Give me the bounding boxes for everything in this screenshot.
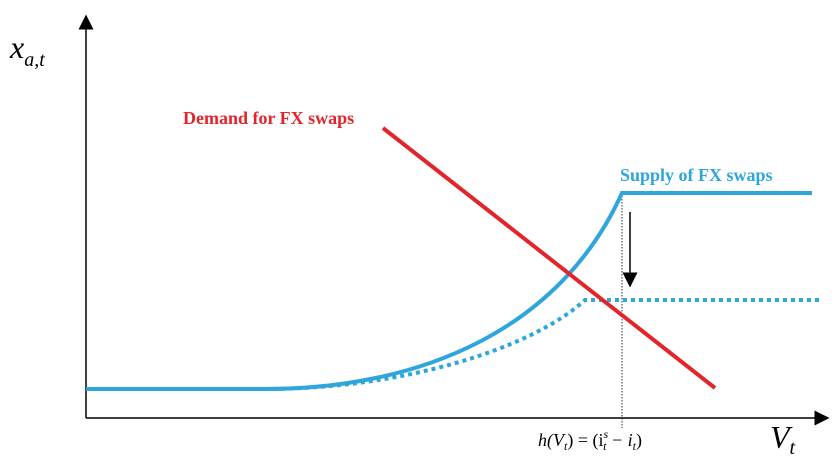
x-axis-label-base: V — [770, 419, 793, 455]
threshold-part: − i — [607, 430, 633, 450]
threshold-part: ) = (i — [567, 430, 603, 451]
demand-curve — [381, 126, 717, 390]
threshold-part: t — [564, 439, 568, 453]
threshold-part: t — [603, 439, 607, 453]
threshold-label: h(Vt) = (is t − it) — [538, 427, 642, 453]
threshold-part: s — [603, 427, 608, 441]
threshold-part: h(V — [538, 430, 566, 451]
y-axis-label: xa,t — [9, 29, 45, 71]
demand-label: Demand for FX swaps — [183, 108, 354, 128]
y-axis-label-sub: a,t — [24, 49, 45, 71]
x-axis-label-sub: t — [790, 437, 796, 457]
supply-curve — [86, 191, 812, 391]
x-axis-label: Vt — [770, 419, 796, 457]
y-axis-label-base: x — [9, 29, 24, 65]
supply-label: Supply of FX swaps — [620, 165, 773, 185]
shifted-supply-curve — [264, 298, 820, 391]
threshold-part: t — [633, 439, 637, 453]
threshold-part: ) — [636, 430, 642, 451]
